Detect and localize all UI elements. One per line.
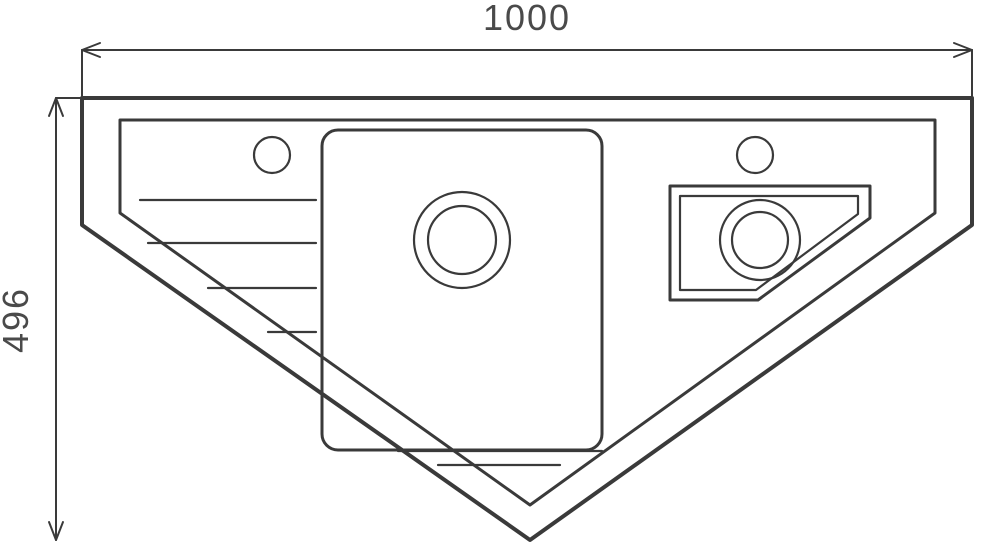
arrow-head (56, 522, 63, 540)
outer-shell (82, 98, 972, 540)
inner-shell (120, 120, 935, 505)
arrow-head (49, 522, 56, 540)
left-tap-hole (254, 137, 290, 173)
sink-technical-drawing: 1000 496 (0, 0, 1000, 560)
right-tap-hole (737, 137, 773, 173)
main-drain-inner (428, 206, 496, 274)
dimension-width-label: 1000 (483, 0, 571, 38)
secondary-basin-inner (680, 196, 858, 290)
dimension-width: 1000 (82, 0, 972, 98)
arrow-head (82, 50, 100, 57)
arrow-head (82, 43, 100, 50)
dimension-height-label: 496 (0, 287, 36, 353)
arrow-head (954, 43, 972, 50)
arrow-head (954, 50, 972, 57)
secondary-drain-inner (732, 212, 788, 268)
arrow-head (56, 98, 63, 116)
arrow-head (49, 98, 56, 116)
dimension-height: 496 (0, 98, 82, 540)
main-basin (322, 130, 602, 450)
